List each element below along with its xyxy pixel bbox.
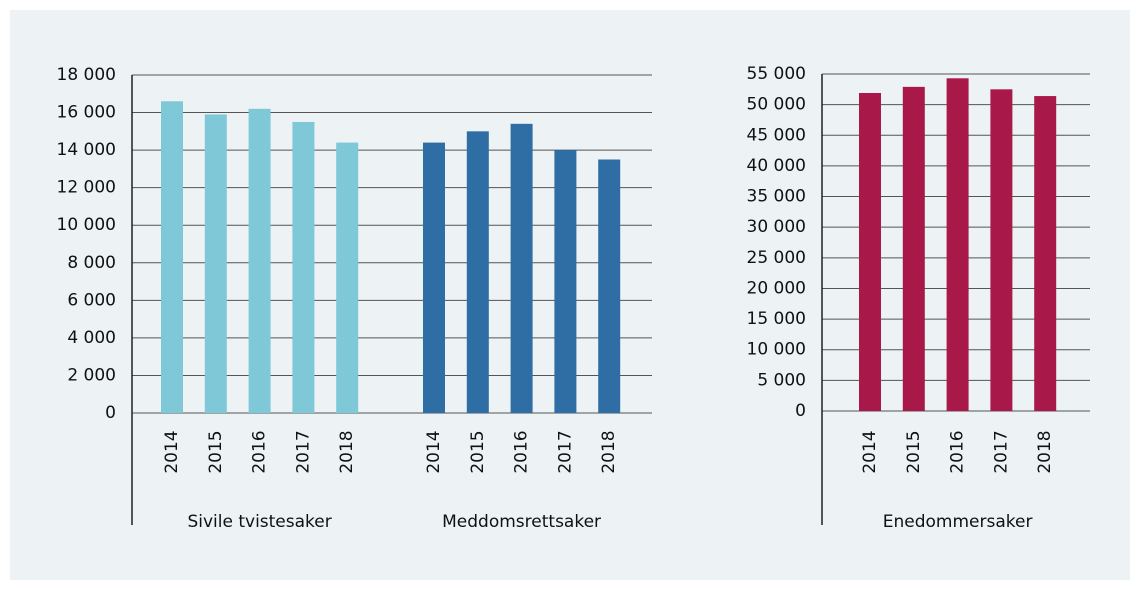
x-tick-label: 2016: [250, 430, 270, 473]
bar: [204, 114, 227, 413]
group-label: Enedommersaker: [883, 512, 1033, 532]
bar: [902, 86, 925, 411]
bar: [598, 159, 621, 413]
y-tick-label: 30 000: [747, 217, 806, 237]
y-tick-label: 10 000: [57, 215, 116, 235]
y-tick-label: 55 000: [747, 64, 806, 84]
x-tick-label: 2014: [162, 430, 182, 473]
bar: [859, 92, 881, 412]
x-tick-label: 2018: [1035, 430, 1055, 473]
y-tick-label: 5 000: [757, 370, 806, 390]
y-tick-label: 0: [795, 401, 806, 421]
group-label: Meddomsrettsaker: [442, 512, 601, 532]
y-tick-label: 40 000: [747, 156, 806, 176]
x-tick-label: 2015: [904, 430, 924, 473]
y-tick-label: 0: [105, 403, 116, 423]
y-tick-label: 16 000: [57, 103, 116, 123]
x-tick-label: 2016: [948, 430, 968, 473]
y-tick-label: 6 000: [67, 290, 116, 310]
x-tick-label: 2017: [293, 430, 313, 473]
y-tick-label: 10 000: [747, 340, 806, 360]
bar: [1034, 96, 1057, 412]
bar: [292, 121, 315, 413]
bar: [161, 101, 183, 414]
x-tick-label: 2016: [512, 430, 532, 473]
y-tick-label: 25 000: [747, 248, 806, 268]
x-tick-label: 2018: [337, 430, 357, 473]
x-tick-label: 2017: [555, 430, 575, 473]
bar: [466, 131, 489, 414]
bar: [990, 89, 1013, 412]
y-tick-label: 20 000: [747, 278, 806, 298]
y-tick-label: 35 000: [747, 187, 806, 207]
group-label: Sivile tvistesaker: [187, 512, 331, 532]
y-tick-label: 14 000: [57, 140, 116, 160]
y-tick-label: 50 000: [747, 95, 806, 115]
y-tick-label: 15 000: [747, 309, 806, 329]
bar: [554, 150, 577, 413]
x-tick-label: 2014: [424, 430, 444, 473]
y-tick-label: 4 000: [67, 328, 116, 348]
y-tick-label: 2 000: [67, 365, 116, 385]
x-tick-label: 2015: [468, 430, 488, 473]
bar: [510, 123, 533, 414]
bar: [248, 108, 271, 414]
y-tick-label: 8 000: [67, 253, 116, 273]
x-tick-label: 2014: [860, 430, 880, 473]
bar: [423, 142, 445, 413]
bar: [946, 78, 969, 411]
y-tick-label: 45 000: [747, 125, 806, 145]
bar: [336, 142, 359, 413]
x-tick-label: 2015: [206, 430, 226, 473]
x-tick-label: 2018: [599, 430, 619, 473]
y-tick-label: 12 000: [57, 178, 116, 198]
y-tick-label: 18 000: [57, 65, 116, 85]
x-tick-label: 2017: [991, 430, 1011, 473]
